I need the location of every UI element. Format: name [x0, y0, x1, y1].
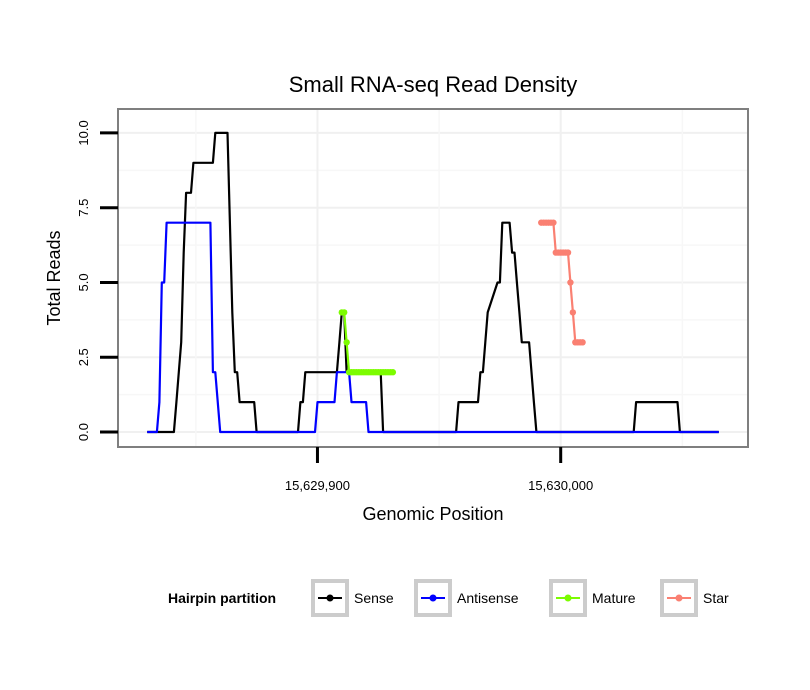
legend-item-star: Star — [660, 579, 729, 617]
y-tick-label: 2.5 — [76, 348, 91, 366]
series-mature-point — [343, 339, 350, 346]
y-axis: 0.0 2.5 5.0 7.5 10.0 — [76, 120, 118, 441]
series-antisense-line — [147, 221, 719, 434]
legend: Hairpin partition Sense Antisense Mature St… — [168, 579, 729, 617]
y-tick-label: 7.5 — [76, 199, 91, 217]
y-axis-label: Total Reads — [44, 230, 64, 325]
y-tick-label: 5.0 — [76, 273, 91, 291]
legend-items: Sense Antisense Mature Star — [311, 579, 729, 617]
series-mature-point — [389, 369, 397, 376]
legend-label: Mature — [592, 590, 636, 606]
series-star-point — [567, 279, 574, 286]
y-tick-label: 0.0 — [76, 423, 91, 441]
chart-title: Small RNA-seq Read Density — [289, 72, 578, 97]
x-axis: 15,629,900 15,630,000 — [285, 447, 593, 493]
plot-border — [117, 108, 749, 448]
series-star-point — [579, 339, 586, 346]
legend-key-dot — [326, 594, 334, 602]
series-star-point — [550, 219, 557, 226]
x-tick-label: 15,629,900 — [285, 478, 350, 493]
x-axis-label: Genomic Position — [362, 504, 503, 524]
legend-label: Sense — [354, 590, 394, 606]
series-mature-point — [341, 309, 348, 316]
legend-label: Antisense — [457, 590, 519, 606]
legend-label: Star — [703, 590, 729, 606]
series-star-point — [569, 309, 577, 316]
x-tick-label: 15,630,000 — [528, 478, 593, 493]
legend-key-dot — [429, 594, 437, 602]
legend-item-antisense: Antisense — [414, 579, 519, 617]
y-tick-label: 10.0 — [76, 120, 91, 145]
legend-item-mature: Mature — [549, 579, 636, 617]
legend-key-dot — [675, 594, 683, 602]
legend-key-dot — [564, 594, 572, 602]
plot-panel — [118, 109, 748, 447]
legend-title: Hairpin partition — [168, 590, 276, 606]
legend-item-sense: Sense — [311, 579, 394, 617]
series-layer — [147, 131, 719, 434]
series-star-point — [564, 249, 572, 256]
